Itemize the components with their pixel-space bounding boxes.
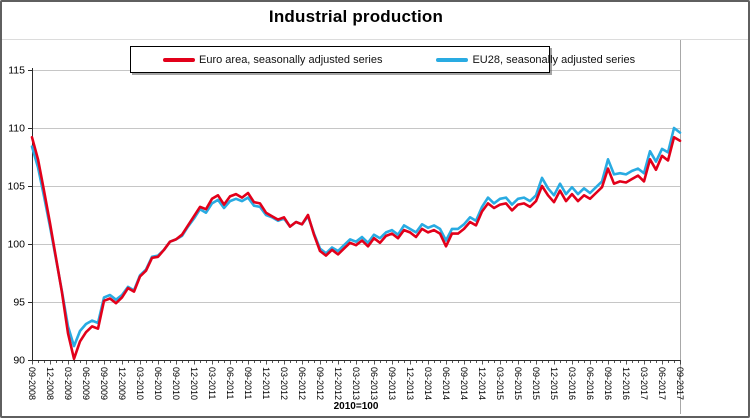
- x-axis-label-09-2013: 09-2013: [387, 367, 397, 400]
- x-axis-label-03-2012: 03-2012: [279, 367, 289, 400]
- x-axis-label-03-2014: 03-2014: [423, 367, 433, 400]
- x-axis-label-09-2012: 09-2012: [315, 367, 325, 400]
- x-axis-label-06-2016: 06-2016: [585, 367, 595, 400]
- x-axis-label-12-2016: 12-2016: [621, 367, 631, 400]
- x-axis-label-03-2011: 03-2011: [207, 367, 217, 399]
- eu28-line-swatch: [436, 57, 469, 62]
- series-line-eu28: [30, 126, 682, 348]
- x-axis-label-12-2009: 12-2009: [117, 367, 127, 400]
- x-axis-label-06-2014: 06-2014: [441, 367, 451, 400]
- eu28-legend-label: EU28, seasonally adjusted series: [472, 53, 636, 66]
- x-axis-label-09-2017: 09-2017: [675, 367, 685, 400]
- series-line-euro-area: [30, 136, 682, 361]
- x-axis-label-12-2014: 12-2014: [477, 367, 487, 400]
- legend-entry-eu28: EU28, seasonally adjusted series: [436, 54, 635, 66]
- euro-area-legend-label: Euro area, seasonally adjusted series: [199, 53, 383, 66]
- x-axis-label-12-2011: 12-2011: [261, 367, 271, 399]
- x-axis-label-03-2009: 03-2009: [63, 367, 73, 400]
- y-axis-label-110: 110: [8, 123, 25, 135]
- chart-title: Industrial production: [268, 7, 444, 26]
- x-axis-label-12-2010: 12-2010: [189, 367, 199, 400]
- x-axis-label-03-2010: 03-2010: [135, 367, 145, 400]
- x-axis-label-06-2013: 06-2013: [369, 367, 379, 400]
- x-axis-label-12-2012: 12-2012: [333, 367, 343, 400]
- y-axis-label-95: 95: [13, 297, 25, 309]
- y-axis-label-105: 105: [7, 181, 25, 193]
- x-axis-label-09-2014: 09-2014: [459, 367, 469, 400]
- y-axis-label-100: 100: [7, 239, 25, 251]
- x-axis-label-06-2012: 06-2012: [297, 367, 307, 400]
- x-axis-label-09-2008: 09-2008: [27, 367, 37, 400]
- x-axis-label-03-2015: 03-2015: [495, 367, 505, 400]
- x-axis-label-12-2013: 12-2013: [405, 367, 415, 400]
- x-axis-label-12-2015: 12-2015: [549, 367, 559, 400]
- title-divider: [2, 39, 748, 40]
- x-axis-label-03-2016: 03-2016: [567, 367, 577, 400]
- x-axis-label-09-2009: 09-2009: [99, 367, 109, 400]
- x-axis-label-09-2016: 09-2016: [603, 367, 613, 400]
- y-axis-label-115: 115: [8, 65, 25, 77]
- legend-box: Euro area, seasonally adjusted series EU…: [130, 46, 635, 73]
- x-axis-label-12-2008: 12-2008: [45, 367, 55, 400]
- base-year-note: 2010=100: [333, 401, 379, 412]
- x-axis-label-06-2017: 06-2017: [657, 367, 667, 400]
- x-axis-label-03-2013: 03-2013: [351, 367, 361, 400]
- x-axis-label-03-2017: 03-2017: [639, 367, 649, 400]
- euro-area-line-swatch: [163, 57, 195, 62]
- x-axis-label-06-2011: 06-2011: [225, 367, 235, 399]
- x-axis-label-06-2010: 06-2010: [153, 367, 163, 400]
- y-axis-label-90: 90: [13, 355, 25, 367]
- x-axis-label-09-2010: 09-2010: [171, 367, 181, 400]
- x-axis-label-06-2009: 06-2009: [81, 367, 91, 400]
- legend-entry-euro-area: Euro area, seasonally adjusted series: [163, 54, 382, 66]
- x-axis-label-09-2015: 09-2015: [531, 367, 541, 400]
- x-axis-label-09-2011: 09-2011: [243, 367, 253, 399]
- x-axis-label-06-2015: 06-2015: [513, 367, 523, 400]
